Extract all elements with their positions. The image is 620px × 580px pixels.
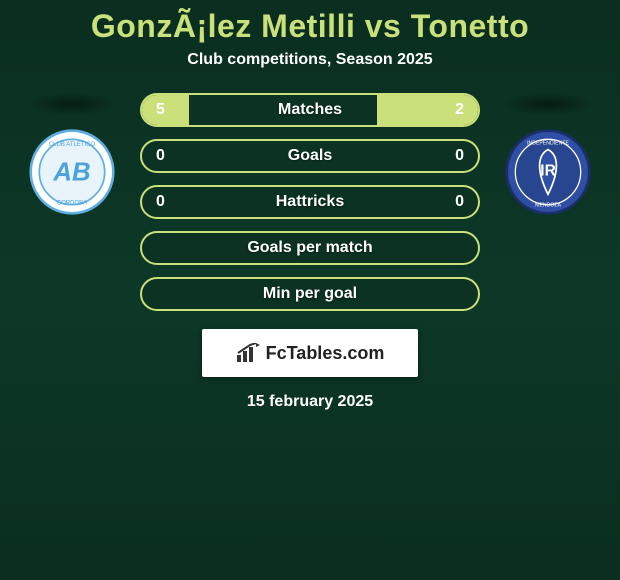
stat-bar: Goals per match [140, 231, 480, 265]
shadow-ellipse [503, 93, 593, 115]
bar-value-right: 2 [455, 101, 464, 119]
stat-bars: 5 2 Matches 0 0 Goals 0 0 Hattricks Goals per mat… [140, 93, 480, 311]
bar-value-left: 0 [156, 193, 165, 211]
bar-label: Min per goal [263, 285, 357, 303]
bar-value-right: 0 [455, 193, 464, 211]
brand-text: FcTables.com [266, 343, 385, 364]
page-title: GonzÃ¡lez Metilli vs Tonetto [91, 8, 529, 45]
left-badge-bottomtext: CORDOBA [57, 201, 87, 207]
comparison-card: GonzÃ¡lez Metilli vs Tonetto Club compet… [0, 0, 620, 411]
stat-bar: Min per goal [140, 277, 480, 311]
bar-label: Goals [288, 147, 332, 165]
bar-value-left: 0 [156, 147, 165, 165]
date-label: 15 february 2025 [247, 393, 373, 411]
bar-value-left: 5 [156, 101, 165, 119]
left-badge-letters: AB [52, 159, 90, 187]
right-badge-toptext: INDEPENDIENTE [527, 140, 569, 146]
left-club-col: AB CLUB ATLETICO CORDOBA [22, 93, 122, 215]
right-club-col: IR INDEPENDIENTE MENDOZA [498, 93, 598, 215]
bar-label: Goals per match [247, 239, 372, 257]
bar-chart-icon [236, 343, 260, 363]
stat-bar: 0 0 Goals [140, 139, 480, 173]
bar-fill-left [142, 95, 189, 125]
main-row: AB CLUB ATLETICO CORDOBA 5 2 Matches 0 0 Goal… [0, 93, 620, 311]
bar-label: Matches [278, 101, 342, 119]
right-badge-letters: IR [540, 162, 555, 179]
brand-box[interactable]: FcTables.com [202, 329, 418, 377]
left-badge-toptext: CLUB ATLETICO [49, 142, 96, 148]
right-club-badge: IR INDEPENDIENTE MENDOZA [505, 129, 591, 215]
shadow-ellipse [27, 93, 117, 115]
right-badge-bottomtext: MENDOZA [535, 202, 561, 208]
page-subtitle: Club competitions, Season 2025 [187, 51, 432, 69]
bar-label: Hattricks [276, 193, 344, 211]
bar-value-right: 0 [455, 147, 464, 165]
stat-bar: 0 0 Hattricks [140, 185, 480, 219]
stat-bar: 5 2 Matches [140, 93, 480, 127]
left-club-badge: AB CLUB ATLETICO CORDOBA [29, 129, 115, 215]
